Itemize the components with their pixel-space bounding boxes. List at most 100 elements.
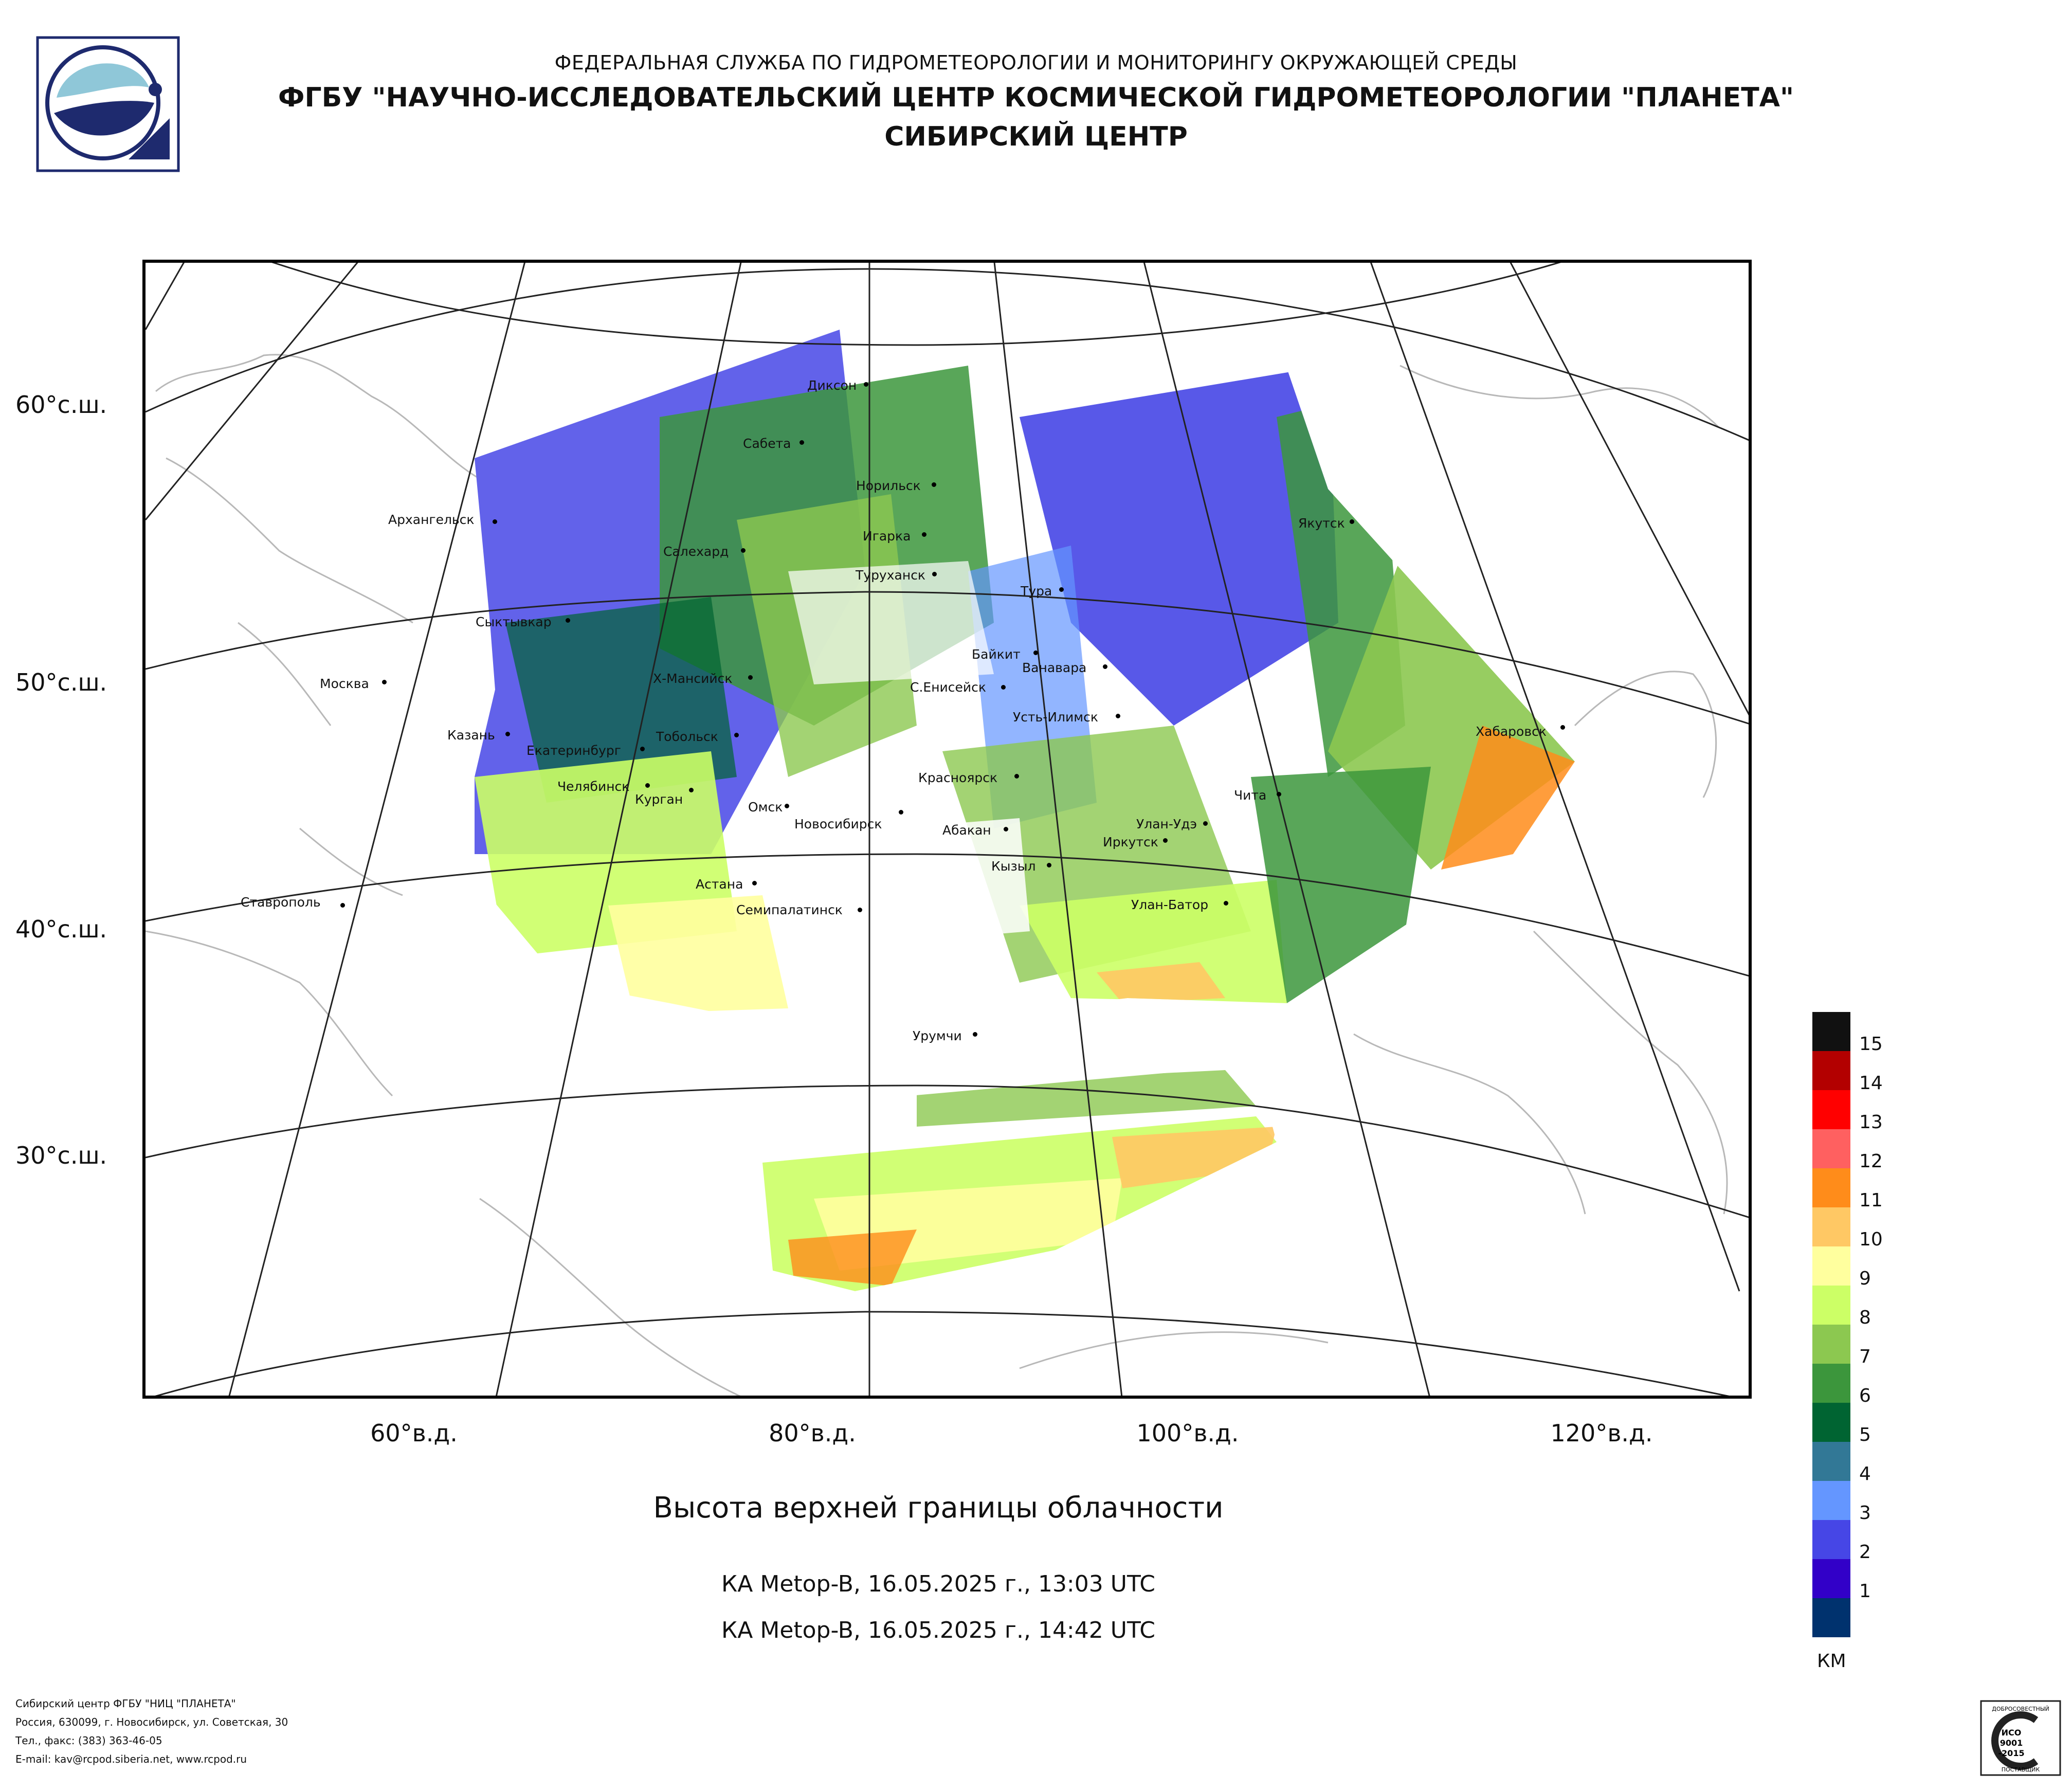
city-label: Курган [635,792,683,807]
cert-text-iso: ИСО [2002,1728,2022,1738]
city-label: Чита [1234,788,1267,803]
city-marker [640,747,645,751]
legend-swatch [1812,1051,1850,1090]
city-marker [741,548,746,553]
legend-swatch [1812,1598,1850,1637]
city-label: Салехард [663,544,729,559]
city-marker [340,903,345,908]
city-marker [1116,714,1120,718]
city-marker [973,1032,977,1037]
city-marker [1033,650,1038,655]
legend-swatch [1812,1364,1850,1403]
city-label: Омск [748,800,783,815]
city-label: Сыктывкар [476,614,552,629]
city-label: Абакан [942,823,991,838]
legend-label: 14 [1859,1073,1883,1094]
legend-label: 15 [1859,1034,1883,1055]
legend-swatch [1812,1207,1850,1246]
city-marker [1350,519,1354,524]
legend-swatch [1812,1090,1850,1129]
legend-label: 5 [1859,1424,1871,1445]
city-label: Х-Мансийск [653,671,733,686]
city-marker [1560,725,1565,730]
city-label: Усть-Илимск [1013,710,1098,725]
legend-label: 10 [1859,1229,1883,1250]
legend-swatch [1812,1403,1850,1442]
legend-label: 9 [1859,1268,1871,1289]
footer-line: Россия, 630099, г. Новосибирск, ул. Сове… [15,1716,288,1728]
legend-swatch [1812,1012,1850,1051]
city-marker [1004,827,1008,831]
map-title: Высота верхней границы облачности [653,1491,1224,1525]
branch-title: СИБИРСКИЙ ЦЕНТР [884,121,1188,152]
legend-label: 12 [1859,1151,1883,1172]
cloud-top-map [146,263,1749,1396]
legend-label: 4 [1859,1463,1871,1485]
city-marker [645,783,650,788]
legend-swatch [1812,1129,1850,1168]
legend-label: 1 [1859,1581,1871,1602]
city-marker [922,532,926,537]
city-label: Хабаровск [1476,724,1547,739]
city-marker [1001,685,1006,690]
legend-swatch [1812,1168,1850,1207]
city-label: С.Енисейск [910,680,987,695]
cert-text-top: ДОБРОСОВЕСТНЫЙ [1992,1706,2049,1712]
city-marker [1014,774,1019,779]
city-label: Урумчи [913,1028,962,1043]
city-label: Якутск [1298,516,1345,531]
legend-label: 3 [1859,1503,1871,1524]
iso-certificate-badge: ДОБРОСОВЕСТНЫЙ ИСО 9001 -2015 ПОСТАВЩИК [1980,1700,2061,1776]
city-label: Архангельск [388,512,475,527]
city-label: Улан-Удэ [1136,817,1197,831]
city-marker [1059,587,1064,592]
planeta-logo [36,36,180,172]
center-title: ФГБУ "НАУЧНО-ИССЛЕДОВАТЕЛЬСКИЙ ЦЕНТР КОС… [278,82,1794,113]
city-label: Байкит [972,647,1021,662]
city-marker [899,810,903,815]
city-label: Тобольск [656,729,718,744]
legend-label: 2 [1859,1542,1871,1563]
city-marker [1203,821,1208,826]
legend-swatch [1812,1520,1850,1559]
city-label: Сабета [743,436,791,451]
city-label: Казань [447,728,495,743]
city-marker [1277,792,1281,797]
lon-label: 80°в.д. [769,1419,856,1447]
lat-label: 60°с.ш. [15,391,107,419]
agency-title: ФЕДЕРАЛЬНАЯ СЛУЖБА ПО ГИДРОМЕТЕОРОЛОГИИ … [554,51,1518,74]
city-marker [799,440,804,445]
lon-label: 100°в.д. [1136,1419,1239,1447]
city-marker [505,732,510,736]
legend-swatch [1812,1325,1850,1364]
city-marker [864,382,868,387]
city-marker [932,572,937,576]
city-marker [752,881,757,885]
city-label: Кызыл [991,859,1036,874]
cert-text-num: 9001 [2000,1738,2023,1748]
city-label: Ванавара [1022,660,1087,675]
city-label: Новосибирск [794,817,882,831]
legend-swatch [1812,1246,1850,1286]
cert-text-bottom: ПОСТАВЩИК [2002,1766,2040,1773]
city-label: Екатеринбург [526,743,621,758]
city-marker [1047,863,1051,867]
city-label: Диксон [807,378,857,393]
city-label: Ставрополь [241,895,321,910]
legend-label: 13 [1859,1112,1883,1133]
footer-contacts: Сибирский центр ФГБУ "НИЦ "ПЛАНЕТА" Росс… [15,1694,288,1768]
legend-unit: КМ [1817,1651,1846,1672]
legend-label: 8 [1859,1307,1871,1328]
city-label: Игарка [863,529,911,544]
city-label: Челябинск [557,779,630,794]
city-label: Семипалатинск [736,902,843,917]
footer-line: Тел., факс: (383) 363-46-05 [15,1734,162,1747]
city-marker [858,908,862,912]
legend-colorbar [1812,1012,1850,1637]
legend-label: 7 [1859,1346,1871,1367]
city-label: Астана [696,877,743,892]
pass-1: КА Metop-B, 16.05.2025 г., 13:03 UTC [721,1571,1155,1597]
legend-swatch [1812,1481,1850,1520]
footer-line: E-mail: kav@rcpod.siberia.net, www.rcpod… [15,1753,247,1765]
city-label: Москва [320,676,369,691]
